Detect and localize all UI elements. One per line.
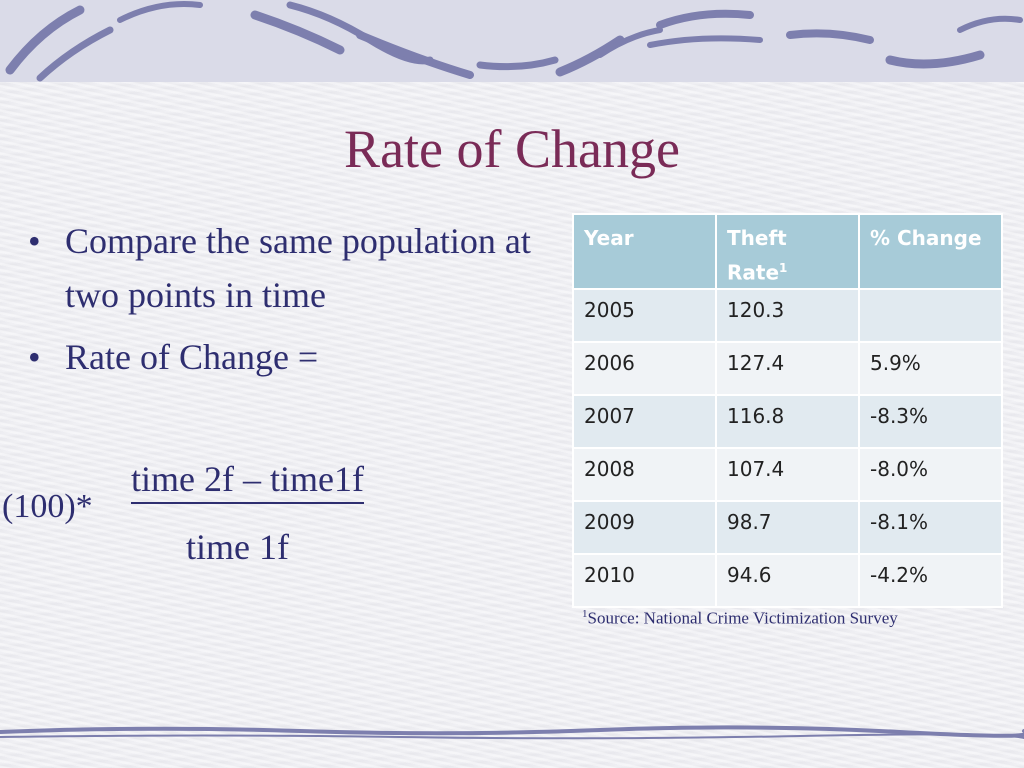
formula-denominator: time 1f (186, 527, 289, 567)
cell-change (858, 287, 1003, 343)
table-row: 2010 94.6 -4.2% (572, 552, 1003, 608)
cell-rate: 120.3 (715, 287, 860, 343)
swirl-decoration-top (5, 1, 1023, 82)
cell-change: -8.0% (858, 446, 1003, 502)
cell-year: 2005 (572, 287, 717, 343)
cell-rate: 98.7 (715, 499, 860, 555)
cell-rate: 107.4 (715, 446, 860, 502)
slide-title: Rate of Change (344, 119, 680, 179)
table-row: 2006 127.4 5.9% (572, 340, 1003, 396)
bullet-list: • Compare the same population at two poi… (28, 214, 568, 384)
bullet-item: • Compare the same population at two poi… (28, 214, 568, 322)
swirl-decoration-bottom (0, 725, 1024, 740)
bullet-text: Rate of Change = (65, 337, 319, 377)
cell-year: 2008 (572, 446, 717, 502)
formula-numerator: time 2f – time1f (131, 456, 364, 504)
cell-year: 2009 (572, 499, 717, 555)
header-year: Year (572, 213, 717, 290)
table-header-row: Year Theft Rate1 % Change (572, 213, 1003, 290)
cell-rate: 116.8 (715, 393, 860, 449)
header-pct-change: % Change (858, 213, 1003, 290)
cell-year: 2010 (572, 552, 717, 608)
cell-year: 2007 (572, 393, 717, 449)
table-row: 2007 116.8 -8.3% (572, 393, 1003, 449)
header-theft-rate: Theft Rate1 (715, 213, 860, 290)
bullet-dot-icon: • (28, 337, 41, 377)
table-row: 2009 98.7 -8.1% (572, 499, 1003, 555)
table-row: 2008 107.4 -8.0% (572, 446, 1003, 502)
bullet-item: • Rate of Change = (28, 330, 568, 384)
cell-rate: 94.6 (715, 552, 860, 608)
decorative-top-band (0, 0, 1024, 82)
bullet-dot-icon: • (28, 221, 41, 261)
header-theft-rate-footnote-marker: 1 (779, 261, 788, 275)
decorative-bottom-band (0, 722, 1024, 744)
theft-rate-table: Year Theft Rate1 % Change 2005 120.3 200… (572, 213, 1003, 608)
bullet-text: Compare the same population at two point… (65, 221, 531, 315)
cell-change: 5.9% (858, 340, 1003, 396)
cell-change: -8.1% (858, 499, 1003, 555)
cell-year: 2006 (572, 340, 717, 396)
cell-change: -4.2% (858, 552, 1003, 608)
formula-prefix: (100)* (2, 488, 93, 525)
table-footnote: 1Source: National Crime Victimization Su… (582, 608, 898, 629)
table-row: 2005 120.3 (572, 287, 1003, 343)
cell-change: -8.3% (858, 393, 1003, 449)
footnote-marker: 1 (582, 608, 588, 620)
header-theft-rate-label: Theft Rate (727, 226, 787, 285)
footnote-text: Source: National Crime Victimization Sur… (587, 608, 898, 628)
cell-rate: 127.4 (715, 340, 860, 396)
